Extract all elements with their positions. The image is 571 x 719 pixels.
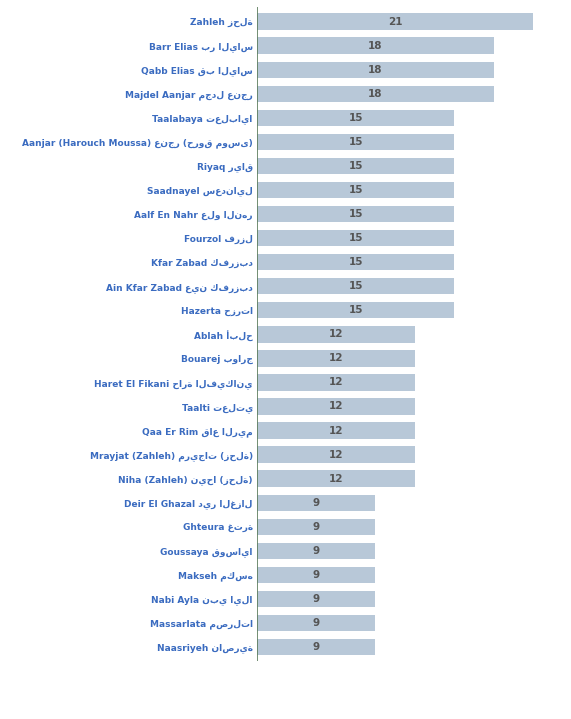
Text: 15: 15 <box>348 233 363 243</box>
Text: 18: 18 <box>368 88 383 99</box>
Bar <box>257 495 375 511</box>
Text: 12: 12 <box>329 449 343 459</box>
Bar <box>257 110 455 126</box>
Bar <box>257 422 415 439</box>
Bar <box>257 86 494 102</box>
Bar <box>257 278 455 294</box>
Bar <box>257 470 415 487</box>
Text: 12: 12 <box>329 329 343 339</box>
Text: 15: 15 <box>348 161 363 171</box>
Bar <box>257 182 455 198</box>
Text: 12: 12 <box>329 474 343 484</box>
Bar <box>257 326 415 342</box>
Bar <box>257 398 415 415</box>
Bar <box>257 302 455 319</box>
Bar <box>257 446 415 463</box>
Text: 15: 15 <box>348 281 363 291</box>
Bar <box>257 14 533 29</box>
Text: 15: 15 <box>348 185 363 195</box>
Text: 15: 15 <box>348 113 363 123</box>
Bar <box>257 591 375 607</box>
Text: 12: 12 <box>329 377 343 388</box>
Bar <box>257 518 375 535</box>
Bar <box>257 543 375 559</box>
Text: 9: 9 <box>312 570 320 580</box>
Bar <box>257 62 494 78</box>
Text: 15: 15 <box>348 137 363 147</box>
Bar <box>257 230 455 247</box>
Text: 18: 18 <box>368 65 383 75</box>
Bar <box>257 375 415 390</box>
Text: 9: 9 <box>312 594 320 604</box>
Text: 9: 9 <box>312 522 320 532</box>
Text: 18: 18 <box>368 41 383 50</box>
Bar <box>257 254 455 270</box>
Text: 9: 9 <box>312 546 320 556</box>
Text: 21: 21 <box>388 17 403 27</box>
Bar <box>257 157 455 174</box>
Text: 9: 9 <box>312 642 320 652</box>
Bar <box>257 350 415 367</box>
Bar <box>257 134 455 150</box>
Bar <box>257 639 375 655</box>
Bar <box>257 206 455 222</box>
Text: 12: 12 <box>329 354 343 363</box>
Bar <box>257 37 494 54</box>
Text: 12: 12 <box>329 401 343 411</box>
Text: 15: 15 <box>348 209 363 219</box>
Text: 9: 9 <box>312 498 320 508</box>
Bar <box>257 615 375 631</box>
Text: 9: 9 <box>312 618 320 628</box>
Text: 15: 15 <box>348 306 363 315</box>
Text: 12: 12 <box>329 426 343 436</box>
Text: 15: 15 <box>348 257 363 267</box>
Bar <box>257 567 375 583</box>
